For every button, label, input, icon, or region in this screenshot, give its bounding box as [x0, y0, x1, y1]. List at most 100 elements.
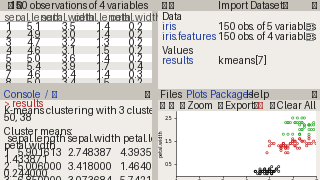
Point: [285, 147, 291, 150]
Point: [257, 170, 262, 173]
Point: [264, 170, 269, 173]
Point: [307, 123, 312, 126]
Point: [264, 170, 269, 173]
Point: [264, 172, 269, 175]
Point: [300, 116, 305, 119]
Point: [300, 121, 305, 124]
Point: [269, 170, 274, 173]
Point: [302, 123, 307, 126]
Point: [307, 128, 312, 131]
Point: [314, 142, 319, 145]
Point: [307, 123, 312, 126]
Point: [260, 170, 265, 173]
Point: [260, 170, 265, 173]
Point: [281, 142, 286, 145]
Point: [316, 126, 320, 129]
Point: [285, 121, 291, 124]
Point: [285, 151, 291, 154]
Point: [269, 172, 274, 175]
Point: [300, 121, 305, 124]
Point: [281, 144, 286, 147]
Point: [267, 170, 272, 173]
Point: [267, 170, 272, 173]
Point: [290, 140, 295, 143]
Point: [297, 137, 302, 140]
Point: [253, 170, 258, 173]
Point: [300, 140, 305, 143]
Point: [278, 149, 284, 152]
Point: [269, 172, 274, 175]
Point: [283, 147, 288, 150]
Point: [267, 170, 272, 173]
Point: [269, 170, 274, 173]
Point: [297, 121, 302, 124]
Point: [262, 170, 267, 173]
Point: [271, 170, 276, 173]
Point: [281, 144, 286, 147]
Point: [274, 168, 279, 170]
Point: [292, 121, 298, 124]
Point: [285, 121, 291, 124]
Point: [309, 123, 314, 126]
Point: [300, 128, 305, 131]
Point: [318, 128, 320, 131]
Point: [283, 151, 288, 154]
Point: [269, 170, 274, 173]
Point: [283, 147, 288, 150]
Point: [267, 170, 272, 173]
Point: [253, 170, 258, 173]
Point: [264, 172, 269, 175]
Point: [271, 170, 276, 173]
Point: [302, 126, 307, 129]
Point: [292, 140, 298, 143]
Point: [307, 137, 312, 140]
Point: [278, 144, 284, 147]
Point: [264, 151, 269, 154]
Point: [307, 123, 312, 126]
Point: [307, 142, 312, 145]
Point: [297, 128, 302, 131]
Point: [288, 121, 293, 124]
Point: [302, 140, 307, 143]
Point: [267, 168, 272, 170]
Point: [295, 142, 300, 145]
Point: [309, 142, 314, 145]
Point: [267, 170, 272, 173]
Point: [288, 142, 293, 145]
Point: [267, 140, 272, 143]
Point: [311, 128, 316, 131]
Point: [300, 128, 305, 131]
Point: [297, 133, 302, 136]
Point: [278, 147, 284, 150]
Point: [288, 142, 293, 145]
Point: [262, 168, 267, 170]
Point: [267, 170, 272, 173]
Point: [311, 121, 316, 124]
Point: [278, 144, 284, 147]
Point: [276, 170, 281, 173]
Point: [283, 144, 288, 147]
Point: [300, 140, 305, 143]
Point: [290, 116, 295, 119]
Point: [290, 133, 295, 136]
Point: [297, 123, 302, 126]
Point: [257, 168, 262, 170]
Point: [281, 142, 286, 145]
Point: [269, 172, 274, 175]
Point: [260, 170, 265, 173]
Point: [297, 133, 302, 136]
Point: [292, 144, 298, 147]
Point: [262, 172, 267, 175]
Point: [255, 172, 260, 175]
Point: [271, 170, 276, 173]
Point: [290, 137, 295, 140]
Point: [267, 168, 272, 170]
Point: [295, 121, 300, 124]
Point: [260, 170, 265, 173]
Point: [269, 170, 274, 173]
Point: [297, 147, 302, 150]
Point: [285, 144, 291, 147]
Point: [295, 147, 300, 150]
Point: [257, 170, 262, 173]
Point: [318, 128, 320, 131]
